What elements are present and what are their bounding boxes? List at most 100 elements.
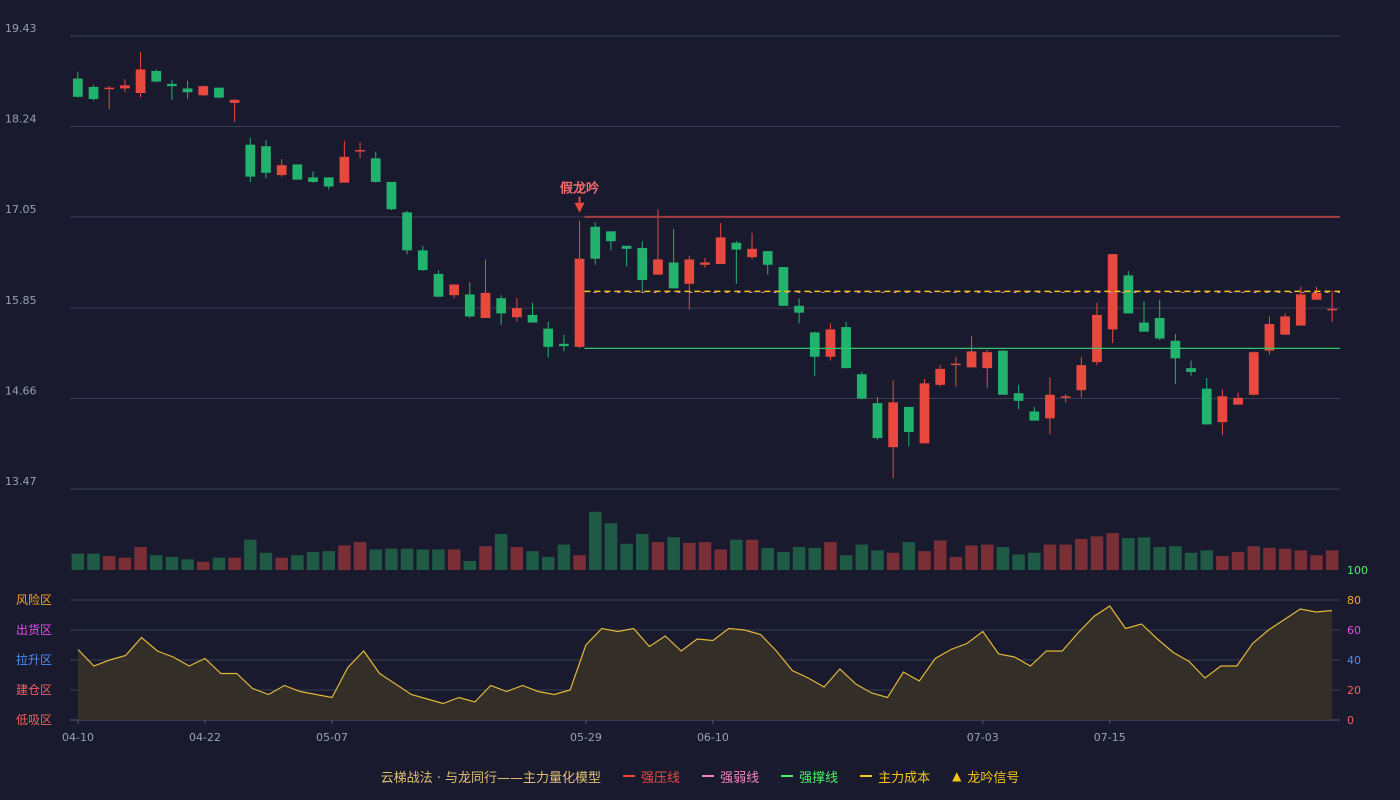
x-tick-label: 07-15 [1094,731,1126,744]
candle-body [433,273,444,297]
price-tick-label: 13.47 [5,475,37,488]
candle-body [214,87,224,98]
volume-bar [463,560,477,570]
legend-label-pressure: 强压线 [641,770,681,786]
zone-label: 拉升区 [16,652,52,667]
candle-body [1280,316,1290,335]
price-tick-label: 14.66 [5,385,37,398]
legend-label-weak: 强弱线 [720,770,760,786]
volume-bar [244,539,257,570]
candle-body [1186,368,1196,372]
volume-bar [118,557,132,570]
candle-body [919,383,930,444]
volume-bar [494,533,508,570]
volume-bar [1075,538,1088,570]
candle-body [308,177,318,182]
volume-bar [541,556,555,570]
volume-bar [902,542,916,570]
volume-bar [745,539,759,570]
indicator-tick-label: 80 [1347,594,1361,607]
price-tick-label: 19.43 [5,22,37,35]
candles [72,51,1338,479]
volume-bar [416,549,430,570]
volume-bar [134,547,147,570]
volume-bar [1027,552,1041,570]
volume-bar [683,542,696,570]
volume-bar [792,547,806,570]
volume-bar [291,555,304,570]
zone-label: 风险区 [16,592,52,607]
volume-bar [338,545,351,570]
candle-body [700,262,710,265]
candle-body [151,70,162,82]
legend: 云梯战法 · 与龙同行——主力量化模型 强压线 强弱线 强撑线 主力成本 ▲ 龙… [0,766,1400,786]
candle-body [88,86,99,100]
volume-bar [1294,550,1308,570]
volume-bar [980,544,994,570]
candle-body [292,164,303,180]
volume-bar [933,540,947,570]
candle-body [903,406,914,432]
volume-bar [1184,552,1198,570]
volume-bar [1278,548,1292,570]
volume-bar [165,556,179,570]
candle-body [464,294,475,317]
volume-bar [71,553,85,570]
candle-body [668,262,679,289]
volume-bar [400,548,414,570]
volume-bar [526,551,539,570]
candle-body [606,231,616,242]
candle-body [1060,396,1071,398]
candle-body [684,259,695,284]
candle-body [417,250,428,271]
volume-bar [1310,555,1323,570]
signal-label: 假龙吟 [560,181,599,197]
candle-body [998,350,1008,395]
volume-bar [181,559,194,570]
indicator-tick-label: 60 [1347,624,1361,637]
volume-bar [322,551,335,570]
legend-strong-pressure[interactable]: 强压线 [623,767,680,786]
indicator-tick-label: 0 [1347,714,1354,727]
candle-body [323,177,334,187]
volume-bar [1137,537,1151,570]
legend-main-cost[interactable]: 主力成本 [860,767,930,786]
indicator-line [77,605,1333,705]
candle-body [370,158,381,182]
volume-bar [432,549,445,570]
volume-bar [1231,551,1245,570]
indicator-tick-label: 40 [1347,654,1361,667]
x-tick-label: 06-10 [697,731,729,744]
volume-bar [1216,556,1229,570]
indicator-area [78,606,1332,720]
volume-bar [87,553,100,570]
candle-body [229,99,240,103]
candle-body [856,374,867,399]
volume-bar [1200,550,1213,570]
volume-bar [824,542,837,570]
zone-label: 低吸区 [16,713,52,727]
indicator-tick-label: 100 [1347,564,1368,577]
volume-bar [855,544,869,570]
volume-bar [651,542,665,570]
legend-label-support: 强撑线 [799,770,839,786]
volume-bar [1043,544,1057,570]
candle-body [104,87,115,90]
volume-bar [808,547,822,570]
candle-body [511,308,522,318]
candle-body [261,146,271,173]
legend-strong-weak[interactable]: 强弱线 [702,767,759,786]
indicator-panel [77,605,1333,720]
legend-dragon-signal[interactable]: ▲ 龙吟信号 [952,767,1019,786]
level-lines [584,215,1340,349]
candle-body [888,402,899,448]
candle-body [1045,394,1055,419]
volume-bar [667,537,680,570]
legend-swatch-cost [860,775,873,777]
volume-bar [636,533,649,570]
volume-bar [353,542,367,570]
volume-bar [447,549,461,570]
volume-bar [306,551,320,570]
legend-support[interactable]: 强撑线 [781,767,838,786]
